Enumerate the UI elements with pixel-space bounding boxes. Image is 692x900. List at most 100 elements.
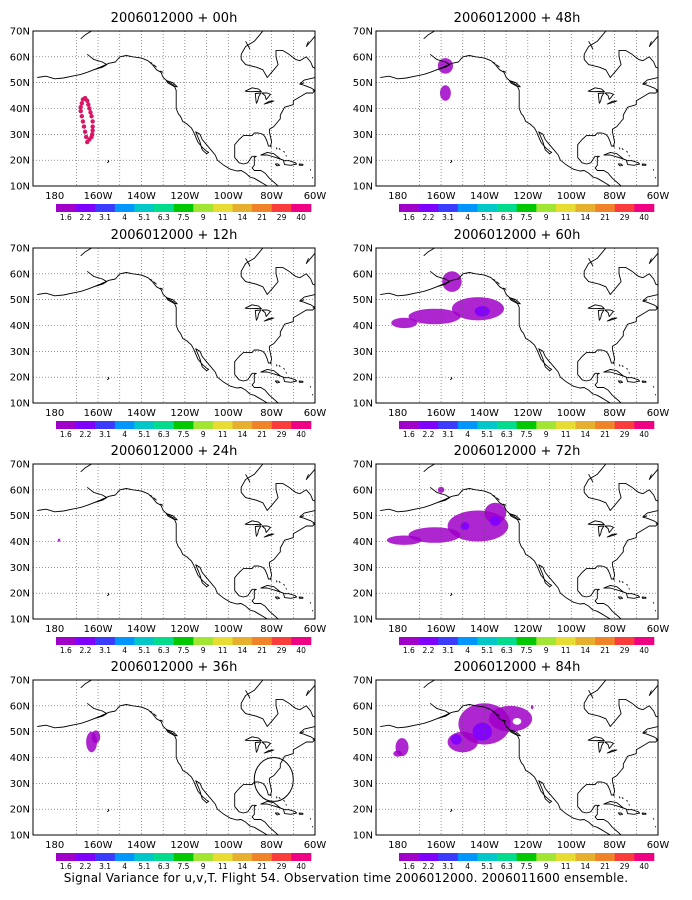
island xyxy=(159,719,164,722)
coastline xyxy=(260,151,284,161)
coastline xyxy=(606,100,618,105)
colorbar-swatch xyxy=(75,421,96,429)
colorbar-label: 1.6 xyxy=(60,213,72,222)
island xyxy=(621,581,624,584)
colorbar-swatch xyxy=(291,421,312,429)
coastline xyxy=(245,474,251,483)
lon-tick-label: 180 xyxy=(388,191,407,202)
colorbar-label: 9 xyxy=(544,862,549,871)
colorbar-swatch xyxy=(212,853,233,861)
colorbar-swatch xyxy=(438,421,459,429)
colorbar-swatch xyxy=(614,204,635,212)
coastline xyxy=(604,92,614,100)
island xyxy=(299,515,305,518)
lon-tick-label: 80W xyxy=(260,840,283,851)
coastline xyxy=(617,596,624,600)
observation-point xyxy=(87,106,92,111)
colorbar-swatch xyxy=(232,421,253,429)
island xyxy=(613,145,615,148)
map-panel: 2006012000 + 48h 70N 60N 50N 40N 30N 20N 10N 180… xyxy=(353,11,670,222)
island xyxy=(642,515,648,518)
lon-tick-label: 80W xyxy=(603,191,626,202)
map-frame xyxy=(32,463,316,620)
variance-contour xyxy=(442,271,462,292)
island xyxy=(322,734,326,737)
variance-contour xyxy=(489,515,501,526)
lat-tick-label: 30N xyxy=(10,563,30,574)
colorbar-swatch xyxy=(232,204,253,212)
colorbar-label: 5.1 xyxy=(481,430,493,439)
colorbar-swatch xyxy=(595,204,616,212)
coastline xyxy=(86,31,315,186)
lat-tick-label: 40N xyxy=(353,537,373,548)
island xyxy=(309,169,312,171)
lat-tick-label: 30N xyxy=(353,563,373,574)
colorbar-swatch xyxy=(438,204,459,212)
island xyxy=(613,794,615,797)
coastlines xyxy=(380,464,669,619)
colorbar-swatch xyxy=(399,421,419,429)
colorbar-swatch xyxy=(154,853,174,861)
colorbar-swatch xyxy=(399,637,419,645)
colorbar-swatch xyxy=(75,853,96,861)
island xyxy=(270,362,272,365)
colorbar-swatch xyxy=(193,637,214,645)
observation-point xyxy=(78,105,83,110)
island xyxy=(309,386,312,388)
colorbar-label: 9 xyxy=(201,430,206,439)
coastline xyxy=(449,592,453,597)
coastline xyxy=(274,380,281,384)
colorbar-label: 9 xyxy=(544,213,549,222)
map-frame xyxy=(375,463,659,620)
lon-tick-label: 160W xyxy=(84,840,113,851)
colorbar-swatch xyxy=(555,421,576,429)
map-panel: 2006012000 + 60h 70N 60N 50N 40N 30N 20N 10N 180… xyxy=(353,228,670,439)
colorbar-label: 11 xyxy=(561,862,571,871)
coastline xyxy=(80,464,92,473)
colorbar-swatch xyxy=(291,204,312,212)
colorbar-label: 9 xyxy=(201,213,206,222)
colorbar-swatch xyxy=(399,853,419,861)
colorbar-swatch xyxy=(457,204,478,212)
island xyxy=(275,580,278,583)
colorbar-label: 1.6 xyxy=(60,430,72,439)
colorbar-label: 21 xyxy=(600,862,610,871)
coastline xyxy=(604,525,614,533)
lat-tick-label: 10N xyxy=(353,831,373,842)
colorbar-swatch xyxy=(56,853,76,861)
coastline xyxy=(606,533,618,538)
island xyxy=(299,299,305,302)
variance-contour xyxy=(408,527,461,543)
observation-point xyxy=(79,114,85,119)
colorbar-label: 6.3 xyxy=(501,430,513,439)
coastline xyxy=(261,741,271,749)
coastline xyxy=(263,533,275,538)
lat-tick-label: 30N xyxy=(10,779,30,790)
colorbar-label: 9 xyxy=(201,646,206,655)
variance-contour xyxy=(474,306,490,317)
coastline xyxy=(244,87,262,93)
coastline xyxy=(86,248,315,403)
variance-contour xyxy=(57,538,61,542)
coastlines xyxy=(37,248,315,403)
coastline xyxy=(254,525,262,537)
lat-tick-label: 10N xyxy=(353,615,373,626)
lat-tick-label: 70N xyxy=(10,676,30,687)
colorbar-swatch xyxy=(271,853,292,861)
island xyxy=(665,518,669,521)
colorbar-label: 40 xyxy=(639,213,649,222)
coastlines xyxy=(37,680,326,835)
coastline xyxy=(604,741,614,749)
lat-tick-label: 50N xyxy=(353,727,373,738)
coastline xyxy=(263,317,275,322)
coastline xyxy=(305,684,315,696)
lon-tick-label: 180 xyxy=(45,191,64,202)
colorbar-label: 6.3 xyxy=(158,430,170,439)
colorbar-label: 7.5 xyxy=(178,213,190,222)
coastline xyxy=(641,163,647,166)
colorbar-swatch xyxy=(634,853,655,861)
colorbar-label: 1.6 xyxy=(403,213,415,222)
colorbar-swatch xyxy=(536,853,557,861)
coastline xyxy=(508,297,521,305)
coastline xyxy=(606,749,618,754)
